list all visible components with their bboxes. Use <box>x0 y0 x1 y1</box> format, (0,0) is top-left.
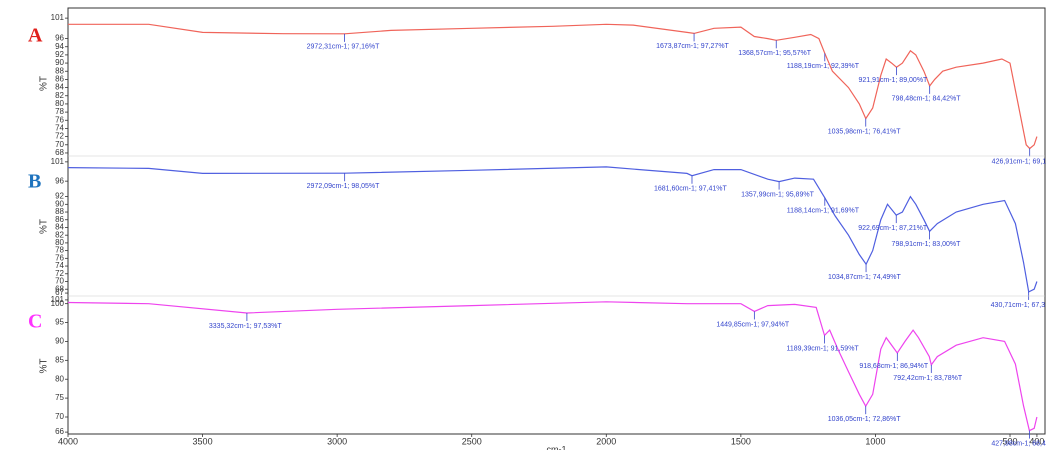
x-tick-label: 2000 <box>596 436 616 446</box>
peak-label: 921,91cm-1; 89,00%T <box>858 77 928 84</box>
peak-label: 1681,60cm-1; 97,41%T <box>654 186 727 193</box>
y-tick-label: 101 <box>51 295 65 304</box>
peak-label: 430,71cm-1; 67,3 <box>991 302 1046 309</box>
peak-label: 426,91cm-1; 69,1 <box>992 158 1047 165</box>
y-tick-label: 96 <box>55 176 64 185</box>
x-tick-label: 1500 <box>731 436 751 446</box>
peak-label: 2972,09cm-1; 98,05%T <box>307 183 380 190</box>
y-tick-label: 72 <box>55 132 64 141</box>
plot-frame <box>67 7 1046 435</box>
y-tick-label: 94 <box>55 42 64 51</box>
x-tick-label: 4000 <box>58 436 78 446</box>
y-tick-label: 80 <box>55 374 64 383</box>
peak-label: 1368,57cm-1; 95,57%T <box>738 50 811 57</box>
y-tick-label: 74 <box>55 124 64 133</box>
peak-label: 922,69cm-1; 87,21%T <box>858 225 928 232</box>
peak-label: 1034,87cm-1; 74,49%T <box>828 274 901 281</box>
x-tick-label: 500 <box>1002 436 1017 446</box>
peak-label: 1357,99cm-1; 95,89%T <box>741 191 814 198</box>
x-axis-label: cm-1 <box>547 444 567 450</box>
peak-label: 798,91cm-1; 83,00%T <box>892 241 962 248</box>
y-tick-label: 74 <box>55 261 64 270</box>
y-tick-label: 72 <box>55 269 64 278</box>
peak-label: 3335,32cm-1; 97,53%T <box>209 323 282 330</box>
y-tick-label: 70 <box>55 412 64 421</box>
y-axis-label: %T <box>39 76 50 91</box>
peak-label: 792,42cm-1; 83,78%T <box>893 375 963 382</box>
y-tick-label: 78 <box>55 107 64 116</box>
y-tick-label: 80 <box>55 238 64 247</box>
y-axis-label: %T <box>39 219 50 234</box>
y-tick-label: 96 <box>55 34 64 43</box>
y-tick-label: 82 <box>55 230 64 239</box>
spectrum-line <box>68 23 1038 150</box>
y-tick-label: 88 <box>55 207 64 216</box>
x-tick-label: 400 <box>1029 436 1044 446</box>
peak-label: 918,68cm-1; 86,94%T <box>859 363 929 370</box>
y-tick-label: 101 <box>51 13 65 22</box>
x-tick-label: 1000 <box>865 436 885 446</box>
y-tick-label: 85 <box>55 355 64 364</box>
y-tick-label: 78 <box>55 246 64 255</box>
y-tick-label: 90 <box>55 58 64 67</box>
spectrum-line <box>67 301 1038 432</box>
peak-label: 1189,39cm-1; 91,59%T <box>786 345 859 352</box>
y-tick-label: 75 <box>55 393 64 402</box>
y-tick-label: 100 <box>51 299 65 308</box>
y-tick-label: 90 <box>55 337 64 346</box>
y-tick-label: 68 <box>55 148 64 157</box>
peak-label: 427,98cm-1; 66,4 <box>991 440 1046 447</box>
y-tick-label: 92 <box>55 192 64 201</box>
y-tick-label: 80 <box>55 99 64 108</box>
y-axis-label: %T <box>39 359 50 374</box>
y-tick-label: 90 <box>55 199 64 208</box>
x-tick-label: 3500 <box>193 436 213 446</box>
peak-label: 2972,31cm-1; 97,16%T <box>307 44 380 51</box>
y-tick-label: 92 <box>55 50 64 59</box>
peak-label: 1188,14cm-1; 91,69%T <box>787 208 860 215</box>
peak-label: 1673,87cm-1; 97,27%T <box>656 43 729 50</box>
peak-label: 1188,19cm-1; 92,39%T <box>787 63 860 70</box>
y-tick-label: 86 <box>55 75 64 84</box>
y-tick-label: 76 <box>55 115 64 124</box>
x-tick-label: 2500 <box>462 436 482 446</box>
panel-label: C <box>28 311 42 333</box>
y-tick-label: 95 <box>55 318 64 327</box>
y-tick-label: 67 <box>55 288 64 297</box>
y-tick-label: 84 <box>55 83 64 92</box>
y-tick-label: 70 <box>55 140 64 149</box>
y-tick-label: 70 <box>55 277 64 286</box>
peak-label: 798,48cm-1; 84,42%T <box>892 96 962 103</box>
peak-label: 1036,05cm-1; 72,86%T <box>828 416 901 423</box>
y-tick-label: 76 <box>55 253 64 262</box>
y-tick-label: 88 <box>55 66 64 75</box>
y-tick-label: 66 <box>55 427 64 436</box>
y-tick-label: 82 <box>55 91 64 100</box>
peak-label: 1035,98cm-1; 76,41%T <box>828 128 901 135</box>
y-tick-label: 68 <box>55 284 64 293</box>
y-tick-label: 84 <box>55 223 64 232</box>
x-tick-label: 3000 <box>327 436 347 446</box>
y-tick-label: 101 <box>51 157 65 166</box>
panel-label: A <box>28 25 43 47</box>
peak-label: 1449,85cm-1; 97,94%T <box>716 321 789 328</box>
y-tick-label: 86 <box>55 215 64 224</box>
panel-label: B <box>28 171 41 193</box>
